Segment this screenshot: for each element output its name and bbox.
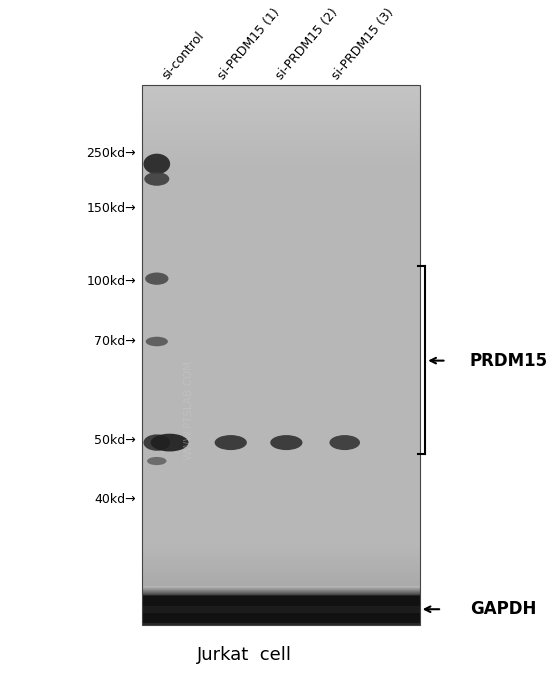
Ellipse shape [147, 457, 166, 465]
Text: 70kd→: 70kd→ [95, 335, 136, 348]
Ellipse shape [143, 154, 170, 174]
Text: Jurkat  cell: Jurkat cell [197, 646, 292, 664]
Text: si-PRDM15 (1): si-PRDM15 (1) [215, 5, 282, 82]
Ellipse shape [143, 434, 170, 451]
Ellipse shape [151, 434, 188, 451]
Text: si-PRDM15 (3): si-PRDM15 (3) [329, 5, 396, 82]
Text: 40kd→: 40kd→ [95, 493, 136, 507]
Bar [142, 596, 420, 623]
Text: si-PRDM15 (2): si-PRDM15 (2) [274, 5, 340, 82]
Text: 50kd→: 50kd→ [95, 434, 136, 447]
Text: si-control: si-control [160, 29, 207, 82]
Ellipse shape [145, 273, 168, 285]
Bar [142, 606, 420, 613]
Text: PRDM15: PRDM15 [470, 352, 548, 370]
Ellipse shape [270, 435, 302, 450]
Bar [142, 85, 420, 625]
Text: 150kd→: 150kd→ [87, 201, 136, 215]
Text: 250kd→: 250kd→ [87, 147, 136, 161]
Ellipse shape [215, 435, 247, 450]
Ellipse shape [146, 337, 168, 346]
Text: GAPDH: GAPDH [470, 600, 536, 618]
Ellipse shape [329, 435, 360, 450]
Ellipse shape [145, 172, 169, 186]
Text: 100kd→: 100kd→ [87, 275, 136, 288]
Text: WWW.PTSLAB.COM: WWW.PTSLAB.COM [184, 360, 194, 460]
